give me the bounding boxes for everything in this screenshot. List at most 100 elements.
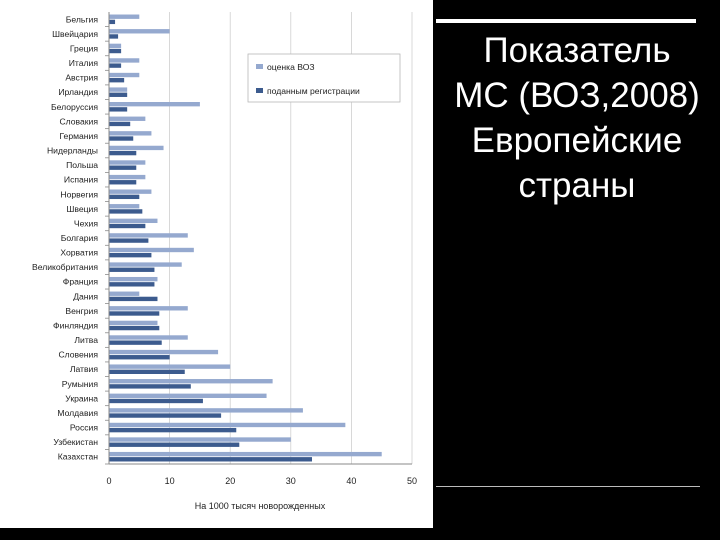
bar-registry <box>109 413 222 418</box>
axes <box>105 12 412 465</box>
bar-who-estimate <box>109 291 140 296</box>
category-label: Греция <box>70 43 98 53</box>
bar-who-estimate <box>109 14 140 19</box>
category-label: Бельгия <box>66 14 99 24</box>
x-tick-label: 20 <box>225 476 235 486</box>
legend-box <box>247 53 401 103</box>
bar-who-estimate <box>109 364 231 369</box>
category-label: Франция <box>63 277 99 287</box>
category-label: Дания <box>73 291 98 301</box>
legend-swatch-registry <box>256 88 263 93</box>
bar-who-estimate <box>109 262 182 267</box>
bar-who-estimate <box>109 379 273 384</box>
slide-title: Показатель МС (ВОЗ,2008) Европейские стр… <box>440 28 714 208</box>
bar-registry <box>109 150 137 156</box>
category-label: Венгрия <box>65 306 98 316</box>
slide-title-line-3: Европейские <box>471 121 683 160</box>
bar-registry <box>109 384 191 389</box>
bar-registry <box>109 165 137 170</box>
bar-registry <box>109 267 155 272</box>
category-label: Великобритания <box>32 262 98 272</box>
category-label: Словения <box>58 350 98 360</box>
bar-who-estimate <box>109 72 140 78</box>
category-label: Россия <box>70 423 99 433</box>
bar-chart: Бельгия Швейцария Греция Италия Австрия Ирлан… <box>32 12 417 511</box>
legend-label-registry: поданным регистрации <box>267 86 360 96</box>
bar-who-estimate <box>109 204 140 209</box>
bar-who-estimate <box>109 145 164 151</box>
bar-who-estimate <box>109 87 128 92</box>
bar-registry <box>109 34 119 39</box>
category-label: Молдавия <box>57 408 98 418</box>
bar-registry <box>109 296 158 302</box>
bar-registry <box>109 194 140 200</box>
legend-label-who: оценка ВОЗ <box>267 62 315 72</box>
title-bottom-rule <box>436 486 700 487</box>
bar-who-estimate <box>109 116 146 121</box>
category-label: Чехия <box>74 218 98 228</box>
bar-who-estimate <box>109 58 140 63</box>
x-tick-label: 50 <box>407 476 417 486</box>
title-top-rule <box>436 19 696 23</box>
bar-who-estimate <box>109 422 346 428</box>
bar-who-estimate <box>109 174 146 180</box>
bar-registry <box>109 369 185 374</box>
x-tick-label: 10 <box>165 476 175 486</box>
bar-who-estimate <box>109 160 146 165</box>
category-label: Швеция <box>66 204 98 214</box>
bar-registry <box>109 209 143 214</box>
bar-registry <box>109 442 240 447</box>
category-label: Ирландия <box>58 87 98 97</box>
x-tick-label: 40 <box>346 476 356 486</box>
slide-title-line-1: Показатель <box>483 31 671 70</box>
x-tick-label: 0 <box>106 476 111 486</box>
category-label: Хорватия <box>60 248 98 258</box>
bar-registry <box>109 457 313 462</box>
x-tick-label: 30 <box>286 476 296 486</box>
category-label: Румыния <box>62 379 99 389</box>
bar-registry <box>109 427 237 433</box>
bar-registry <box>109 252 152 258</box>
category-label: Словакия <box>59 116 98 126</box>
bar-who-estimate <box>109 437 291 442</box>
x-tick-labels: 0 10 20 30 40 50 <box>106 476 417 486</box>
legend: оценка ВОЗ поданным регистрации <box>247 53 401 103</box>
bar-who-estimate <box>109 102 200 107</box>
category-label: Литва <box>74 335 98 345</box>
bar-registry <box>109 180 137 185</box>
bar-registry <box>109 78 125 83</box>
chart-panel: Бельгия Швейцария Греция Италия Австрия Ирлан… <box>0 0 433 528</box>
x-axis-title: На 1000 тысяч новорожденных <box>195 501 326 511</box>
bar-who-estimate <box>109 408 303 413</box>
category-label: Узбекистан <box>53 437 98 447</box>
bar-registry <box>109 136 134 141</box>
bar-registry <box>109 223 146 229</box>
bar-registry <box>109 311 160 316</box>
bar-registry <box>109 107 128 112</box>
category-label: Испания <box>64 175 98 185</box>
bar-who-estimate <box>109 189 152 194</box>
bar-who-estimate <box>109 247 194 253</box>
category-label: Италия <box>69 58 99 68</box>
slide-title-line-2: МС (ВОЗ,2008) <box>454 76 700 115</box>
category-label: Болгария <box>61 233 99 243</box>
category-label: Нидерланды <box>47 146 98 156</box>
bar-who-estimate <box>109 29 170 34</box>
category-label: Швейцария <box>52 29 98 39</box>
bar-who-estimate <box>109 393 267 398</box>
bar-who-estimate <box>109 276 158 282</box>
bar-who-estimate <box>109 335 188 340</box>
bar-registry <box>109 92 128 97</box>
category-label: Германия <box>59 131 98 141</box>
bar-registry <box>109 19 116 25</box>
bar-registry <box>109 398 203 404</box>
legend-swatch-who <box>256 64 263 69</box>
bar-who-estimate <box>109 43 122 49</box>
bar-registry <box>109 325 160 331</box>
category-label: Украина <box>65 393 98 403</box>
bar-registry <box>109 63 122 68</box>
bar-who-estimate <box>109 218 158 224</box>
bar-who-estimate <box>109 233 188 238</box>
bar-registry <box>109 48 122 54</box>
category-label: Казахстан <box>58 452 99 462</box>
